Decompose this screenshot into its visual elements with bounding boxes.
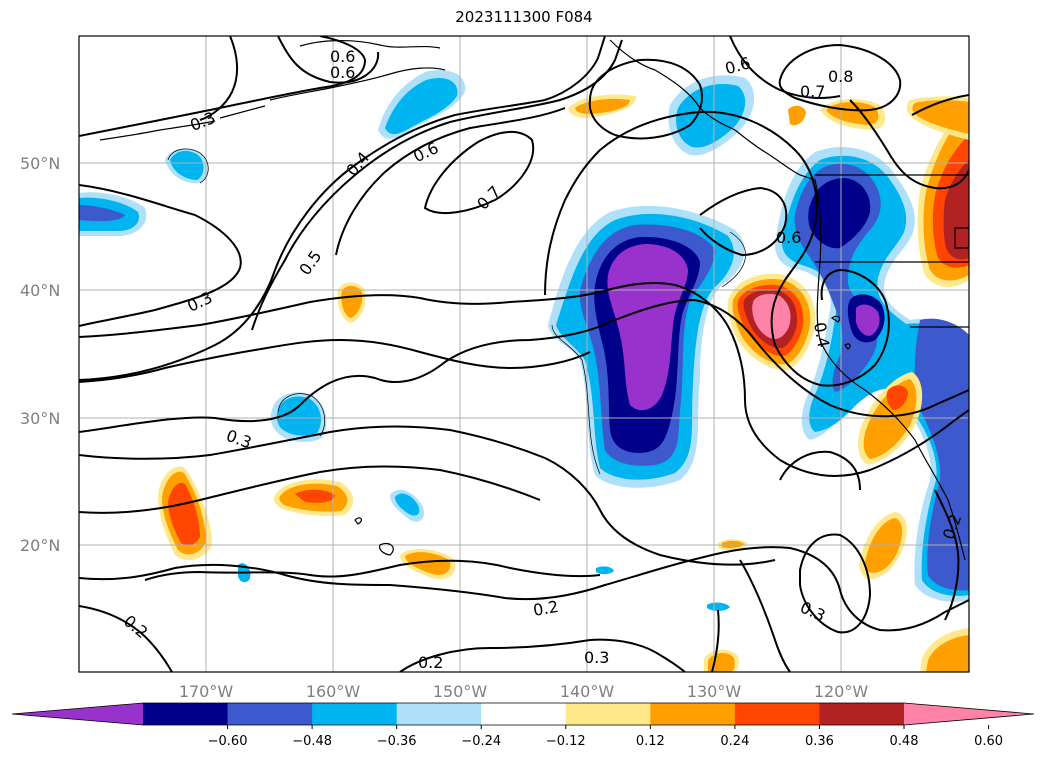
colorbar-tick-label: −0.48 — [292, 734, 332, 749]
contour-label: 0.2 — [532, 597, 560, 620]
lon-label: 140°W — [560, 682, 615, 701]
colorbar-tick-label: −0.60 — [208, 734, 248, 749]
filled-anomalies — [79, 70, 969, 672]
map-title: 2023111300 F084 — [455, 8, 593, 26]
positive-anomaly-region — [405, 552, 451, 575]
colorbar-tick-label: 0.60 — [974, 734, 1003, 749]
colorbar-tick-label: −0.24 — [461, 734, 501, 749]
negative-anomaly-region — [170, 150, 204, 180]
negative-anomaly-region — [385, 77, 458, 135]
negative-anomaly-region — [856, 304, 880, 336]
colorbar-extend-high — [904, 703, 1034, 725]
map-frame — [78, 35, 970, 673]
contour-label: 0.6 — [776, 228, 801, 247]
colorbar-segment — [227, 703, 313, 725]
contour-label: 0.6 — [330, 63, 355, 82]
positive-anomaly-region — [341, 285, 363, 318]
contour-label: 0.6 — [330, 47, 355, 66]
colorbar-tick-label: −0.36 — [377, 734, 417, 749]
positive-anomaly-region — [295, 489, 335, 503]
colorbar-tick-label: 0.36 — [805, 734, 834, 749]
colorbar-segment — [565, 703, 651, 725]
colorbar-extend-low — [12, 703, 143, 725]
thin-contours — [167, 148, 746, 475]
positive-anomaly-region — [722, 540, 744, 548]
lon-label: 120°W — [814, 682, 869, 701]
lat-label: 40°N — [20, 281, 60, 300]
colorbar-segment — [734, 703, 820, 725]
positive-anomaly-region — [168, 482, 200, 546]
lon-label: 150°W — [433, 682, 488, 701]
colorbar-segment — [143, 703, 229, 725]
contour-label: 0.7 — [800, 82, 825, 101]
contour-label: 0.8 — [828, 67, 853, 86]
colorbar-segment — [312, 703, 398, 725]
colorbar-segment — [396, 703, 482, 725]
colorbar-tick-label: 0.12 — [636, 734, 665, 749]
lon-label: 160°W — [306, 682, 361, 701]
contour-lines — [79, 36, 969, 672]
colorbar-tick-label: −0.12 — [546, 734, 586, 749]
contour-label: 0.4 — [810, 321, 833, 349]
lon-label: 130°W — [687, 682, 742, 701]
colorbar: −0.60 −0.48 −0.36 −0.24 −0.12 0.12 0.24 0.36 0.4… — [11, 702, 1035, 749]
positive-anomaly-region — [886, 385, 908, 410]
positive-anomaly-region — [926, 635, 969, 672]
contour-label: 0.3 — [584, 648, 609, 667]
negative-anomaly-region — [276, 396, 322, 436]
negative-anomaly-region — [79, 205, 125, 222]
positive-anomaly-region — [943, 160, 969, 260]
colorbar-outline — [11, 702, 1035, 726]
latitude-labels: 50°N 40°N 30°N 20°N — [20, 154, 60, 555]
contour-label: 0.2 — [418, 653, 443, 672]
negative-anomaly-region — [395, 493, 420, 516]
positive-anomaly-region — [575, 98, 630, 114]
colorbar-tick-label: 0.24 — [720, 734, 749, 749]
lat-label: 50°N — [20, 154, 60, 173]
negative-anomaly-region — [707, 602, 730, 611]
colorbar-tick-label: 0.48 — [890, 734, 919, 749]
lon-label: 170°W — [179, 682, 234, 701]
lat-label: 30°N — [20, 409, 60, 428]
positive-anomaly-region — [788, 105, 806, 126]
colorbar-segment — [650, 703, 736, 725]
colorbar-segment — [481, 703, 567, 725]
colorbar-segment — [819, 703, 905, 725]
lat-label: 20°N — [20, 536, 60, 555]
negative-anomaly-region — [808, 178, 871, 249]
longitude-labels: 170°W 160°W 150°W 140°W 130°W 120°W — [179, 682, 869, 701]
negative-anomaly-region — [596, 566, 614, 575]
